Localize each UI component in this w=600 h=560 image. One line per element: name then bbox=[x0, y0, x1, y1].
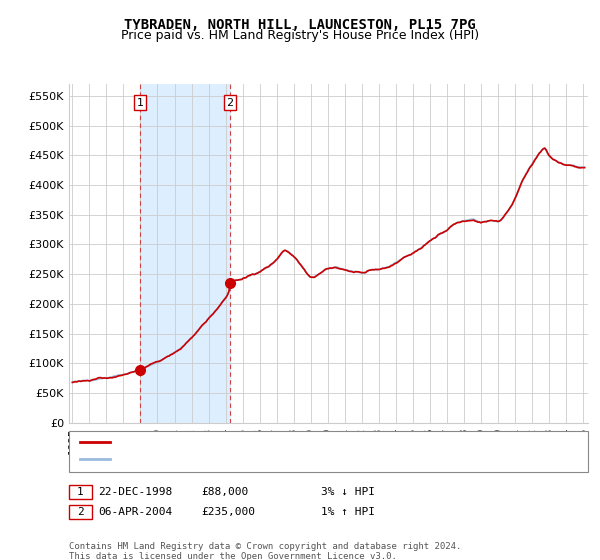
Text: Contains HM Land Registry data © Crown copyright and database right 2024.
This d: Contains HM Land Registry data © Crown c… bbox=[69, 542, 461, 560]
Text: 1% ↑ HPI: 1% ↑ HPI bbox=[321, 507, 375, 517]
Text: 2: 2 bbox=[77, 507, 84, 517]
Text: TYBRADEN, NORTH HILL, LAUNCESTON, PL15 7PG (detached house): TYBRADEN, NORTH HILL, LAUNCESTON, PL15 7… bbox=[114, 437, 497, 447]
Text: 22-DEC-1998: 22-DEC-1998 bbox=[98, 487, 172, 497]
Text: 3% ↓ HPI: 3% ↓ HPI bbox=[321, 487, 375, 497]
Text: 1: 1 bbox=[77, 487, 84, 497]
Text: 2: 2 bbox=[227, 97, 234, 108]
Text: £235,000: £235,000 bbox=[201, 507, 255, 517]
Text: 1: 1 bbox=[136, 97, 143, 108]
Text: Price paid vs. HM Land Registry's House Price Index (HPI): Price paid vs. HM Land Registry's House … bbox=[121, 29, 479, 42]
Text: HPI: Average price, detached house, Cornwall: HPI: Average price, detached house, Corn… bbox=[114, 454, 400, 464]
Bar bbox=[580, 84, 588, 423]
Bar bbox=[140, 84, 230, 423]
Text: 06-APR-2004: 06-APR-2004 bbox=[98, 507, 172, 517]
Text: TYBRADEN, NORTH HILL, LAUNCESTON, PL15 7PG: TYBRADEN, NORTH HILL, LAUNCESTON, PL15 7… bbox=[124, 18, 476, 32]
Text: £88,000: £88,000 bbox=[201, 487, 248, 497]
